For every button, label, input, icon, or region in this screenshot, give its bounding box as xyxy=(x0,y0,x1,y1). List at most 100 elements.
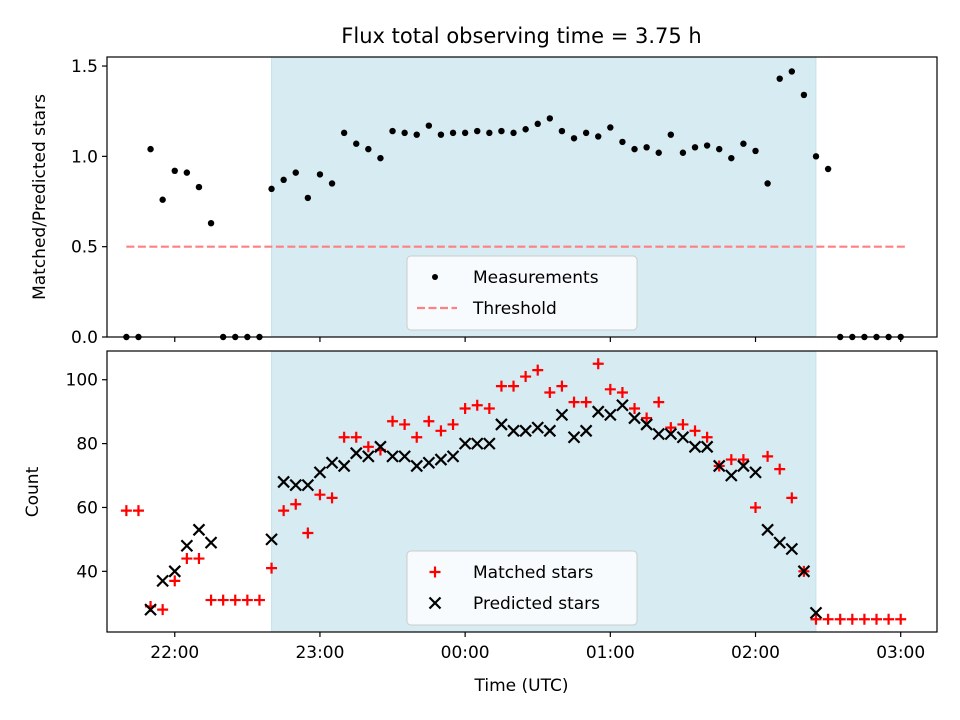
matched-stars-point xyxy=(217,594,229,606)
top-y-tick-label: 0.5 xyxy=(71,238,98,258)
bottom-legend-box xyxy=(406,550,638,626)
matched-stars-point xyxy=(350,431,362,443)
bottom-y-tick-label: 80 xyxy=(76,435,98,455)
measurements-point xyxy=(377,154,384,162)
measurements-point xyxy=(582,129,590,137)
measurements-point xyxy=(449,129,457,137)
predicted-stars-point xyxy=(628,411,641,425)
matched-stars-point xyxy=(871,613,883,625)
matched-stars-point xyxy=(411,431,423,443)
matched-stars-point xyxy=(387,415,399,427)
predicted-stars-point xyxy=(422,456,436,470)
matched-stars-point xyxy=(338,431,350,443)
matched-stars-point xyxy=(193,553,205,565)
predicted-stars-point xyxy=(591,405,605,418)
measurements-point xyxy=(486,129,493,137)
bottom-panel: 40 60 80 100 22:00 23:00 00:00 01:00 02:00 03:00 M… xyxy=(66,350,938,663)
measurements-point xyxy=(413,131,420,138)
top-y-tick-label: 1.5 xyxy=(71,57,98,77)
legend-marker-x xyxy=(428,596,442,610)
predicted-stars-point xyxy=(688,440,702,454)
predicted-stars-point xyxy=(652,427,665,441)
measurements-point xyxy=(728,154,735,162)
legend-label: Measurements xyxy=(473,268,599,288)
measurements-point xyxy=(752,147,759,155)
predicted-stars-point xyxy=(676,430,690,444)
predicted-stars-point xyxy=(180,539,194,553)
measurements-point xyxy=(691,144,699,151)
x-tick-label: 00:00 xyxy=(441,643,490,663)
legend-marker-dot xyxy=(432,274,438,280)
measurements-point xyxy=(788,68,796,75)
matched-stars-point xyxy=(132,505,144,517)
measurements-point xyxy=(703,142,711,149)
measurements-point xyxy=(316,171,324,178)
matched-stars-point xyxy=(786,492,798,504)
top-axes-frame xyxy=(106,56,938,338)
measurements-point xyxy=(546,115,554,122)
measurements-point xyxy=(764,180,771,187)
predicted-stars-point xyxy=(495,418,508,431)
predicted-stars-point xyxy=(567,430,581,444)
matched-stars-point xyxy=(641,412,653,424)
bottom-axes-frame xyxy=(106,350,938,633)
predicted-stars-point xyxy=(604,408,617,422)
measurements-point xyxy=(401,129,408,137)
matched-stars-point xyxy=(568,396,580,408)
predicted-stars-point xyxy=(543,424,557,438)
measurements-point xyxy=(147,145,154,153)
matched-stars-point xyxy=(229,594,241,606)
measurements-point xyxy=(619,138,626,146)
matched-stars-point xyxy=(532,364,544,376)
matched-stars-point xyxy=(326,492,338,504)
matched-stars-point xyxy=(774,463,786,475)
measurements-point xyxy=(328,180,336,187)
matched-stars-point xyxy=(653,396,665,408)
predicted-stars-point xyxy=(434,453,448,466)
bottom-legend: Matched stars Predicted stars xyxy=(406,550,638,626)
matched-stars-point xyxy=(883,613,895,625)
measurements-point xyxy=(353,140,360,147)
x-tick-label: 23:00 xyxy=(295,643,344,663)
measurements-point xyxy=(607,124,614,131)
measurements-point xyxy=(812,153,820,160)
matched-stars-point xyxy=(447,418,459,430)
measurements-point xyxy=(498,127,505,135)
x-tick-label: 22:00 xyxy=(150,643,199,663)
measurements-point xyxy=(716,145,723,153)
top-y-tick-label: 0.0 xyxy=(71,328,98,348)
measurements-point xyxy=(643,144,650,151)
x-tick-label: 02:00 xyxy=(731,643,780,663)
predicted-stars-point xyxy=(446,450,460,463)
matched-stars-point xyxy=(278,505,290,517)
top-y-axis-label: Matched/Predicted stars xyxy=(30,94,50,300)
matched-stars-point xyxy=(495,380,507,392)
predicted-stars-point xyxy=(277,475,290,489)
predicted-stars-point xyxy=(579,424,593,438)
measurements-point xyxy=(534,120,541,128)
matched-stars-point xyxy=(750,501,762,513)
matched-stars-point xyxy=(253,594,265,606)
matched-stars-point xyxy=(508,380,520,392)
matched-stars-point xyxy=(701,431,713,443)
matched-stars-point xyxy=(616,387,628,399)
x-tick-label: 01:00 xyxy=(586,643,635,663)
matched-stars-point xyxy=(435,425,447,437)
predicted-stars-point xyxy=(712,459,726,473)
matched-stars-point xyxy=(290,498,302,510)
predicted-stars-point xyxy=(749,466,762,479)
predicted-stars-point xyxy=(519,424,532,438)
matched-stars-point xyxy=(810,613,822,625)
matched-stars-point xyxy=(205,594,217,606)
predicted-stars-point xyxy=(483,437,496,450)
predicted-stars-point xyxy=(470,437,484,450)
matched-stars-point xyxy=(362,441,374,453)
predicted-stars-point xyxy=(204,536,218,549)
predicted-stars-point xyxy=(192,523,206,537)
matched-stars-point xyxy=(604,383,616,395)
matched-stars-point xyxy=(592,358,604,370)
predicted-stars-point xyxy=(362,450,375,463)
bottom-y-tick-label: 60 xyxy=(76,498,98,518)
matched-stars-point xyxy=(689,425,701,437)
